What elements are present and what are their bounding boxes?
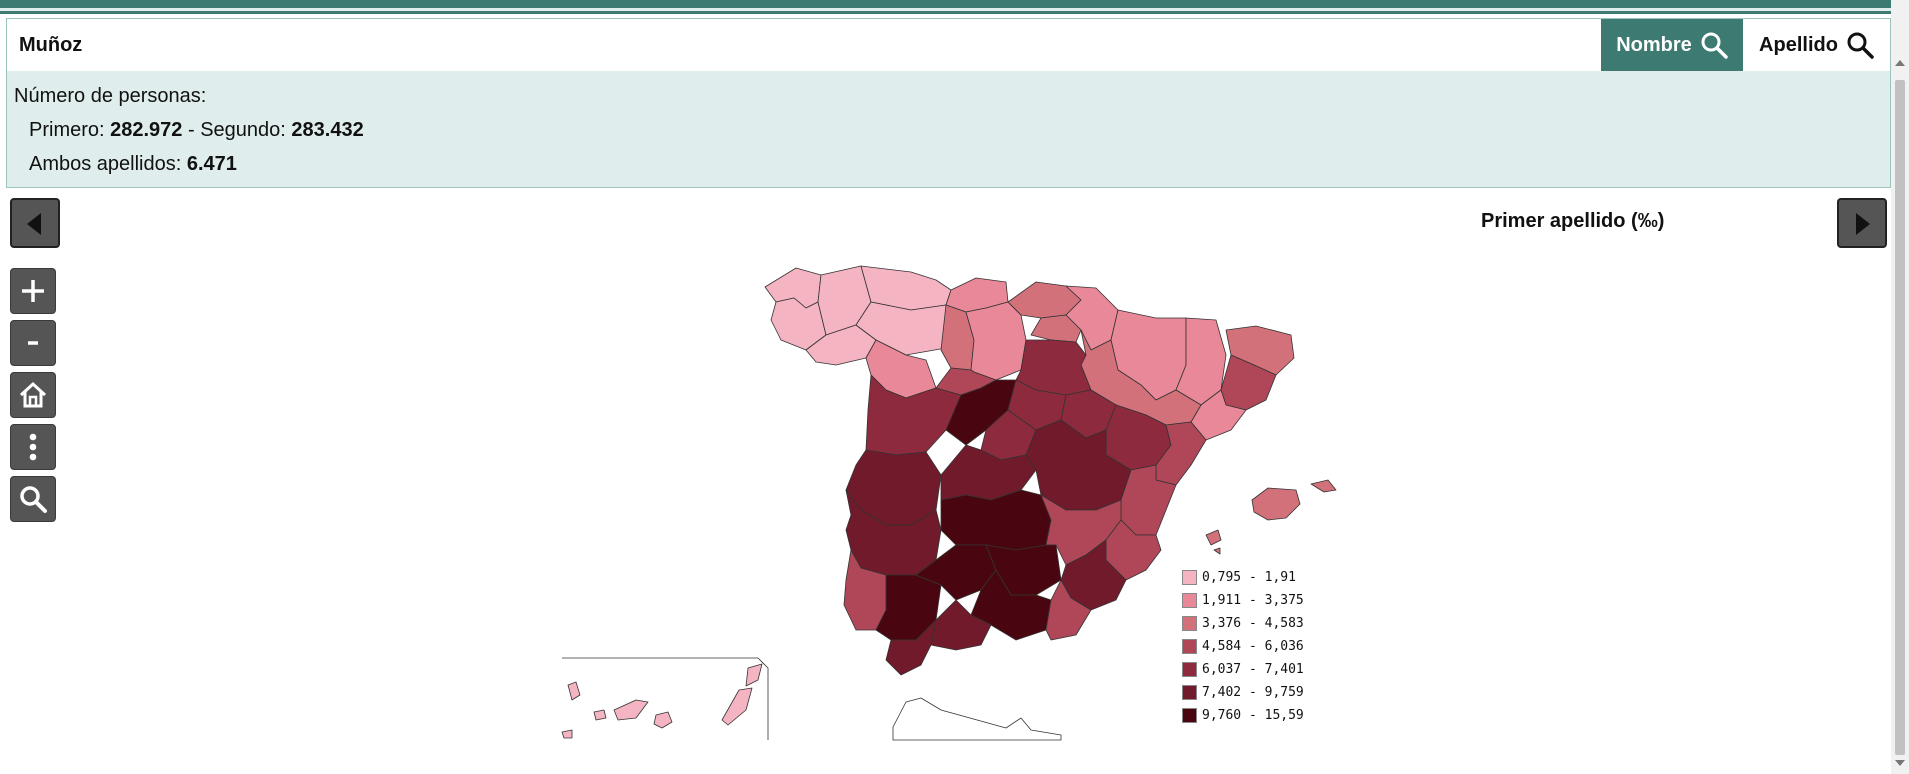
legend-label: 9,760 - 15,59 (1202, 708, 1304, 723)
legend-label: 4,584 - 6,036 (1202, 639, 1304, 654)
search-icon (1701, 32, 1728, 59)
ambos-label: Ambos apellidos: (29, 153, 187, 175)
legend-label: 7,402 - 9,759 (1202, 685, 1304, 700)
map-title: Primer apellido (‰) (1481, 210, 1665, 232)
region-formentera (1213, 547, 1221, 555)
region-cadiz (885, 619, 937, 676)
legend-swatch (1182, 708, 1197, 723)
map-legend: 0,795 - 1,91 1,911 - 3,375 3,376 - 4,583 4,… (1182, 566, 1304, 727)
canary-inset-frame (562, 657, 769, 740)
region-ibiza (1205, 529, 1222, 546)
legend-swatch (1182, 639, 1197, 654)
legend-item: 3,376 - 4,583 (1182, 612, 1304, 635)
region-canary-tenerife (613, 699, 649, 721)
search-icon (20, 486, 47, 513)
segundo-label: - Segundo: (182, 119, 292, 141)
more-options-button[interactable] (10, 424, 56, 470)
region-canary-fuerteventura (721, 687, 753, 726)
region-canary-grancanaria (653, 711, 673, 729)
map-search-button[interactable] (10, 476, 56, 522)
scroll-down-arrow-icon[interactable] (1895, 760, 1905, 766)
legend-swatch (1182, 662, 1197, 677)
region-menorca (1310, 479, 1337, 493)
legend-item: 4,584 - 6,036 (1182, 635, 1304, 658)
spain-choropleth-map[interactable] (6, 190, 1891, 774)
scroll-up-arrow-icon[interactable] (1895, 60, 1905, 66)
legend-item: 7,402 - 9,759 (1182, 681, 1304, 704)
legend-item: 9,760 - 15,59 (1182, 704, 1304, 727)
ambos-value: 6.471 (186, 153, 237, 175)
region-canary-lanzarote (745, 663, 763, 687)
region-north-africa-outline (892, 697, 1062, 741)
nombre-label: Nombre (1616, 33, 1692, 56)
legend-item: 6,037 - 7,401 (1182, 658, 1304, 681)
legend-swatch (1182, 616, 1197, 631)
previous-map-button[interactable] (10, 198, 60, 248)
more-vertical-icon (29, 433, 37, 461)
minus-icon (28, 341, 38, 345)
next-map-button[interactable] (1837, 198, 1887, 248)
home-button[interactable] (10, 372, 56, 418)
legend-label: 6,037 - 7,401 (1202, 662, 1304, 677)
plus-icon (22, 280, 44, 302)
search-by-surname-button[interactable]: Apellido (1743, 19, 1890, 71)
region-canary-gomera (593, 709, 607, 721)
map-viewport[interactable]: Primer apellido (‰) (6, 190, 1891, 774)
apellido-label: Apellido (1759, 33, 1838, 56)
legend-swatch (1182, 570, 1197, 585)
region-leon (855, 301, 947, 356)
region-ciudad-real (940, 489, 1052, 551)
legend-label: 3,376 - 4,583 (1202, 616, 1304, 631)
zoom-out-button[interactable] (10, 320, 56, 366)
segundo-value: 283.432 (291, 119, 364, 141)
home-icon (19, 381, 47, 408)
region-canary-hierro (561, 729, 573, 739)
search-icon (1847, 32, 1874, 59)
zoom-in-button[interactable] (10, 268, 56, 314)
region-canary-lapalma (567, 681, 581, 701)
vertical-scrollbar[interactable] (1891, 0, 1909, 774)
arrow-left-icon (27, 213, 41, 235)
both-surnames-count: Ambos apellidos: 6.471 (14, 147, 364, 181)
region-mallorca (1251, 487, 1301, 521)
search-by-name-button[interactable]: Nombre (1601, 19, 1743, 71)
search-row: Nombre Apellido (7, 19, 1890, 71)
arrow-right-icon (1856, 213, 1870, 235)
stats-heading: Número de personas: (14, 85, 207, 107)
region-malaga (930, 599, 992, 651)
primero-value: 282.972 (110, 119, 183, 141)
first-second-counts: Primero: 282.972 - Segundo: 283.432 (14, 113, 364, 147)
person-count-stats: Número de personas: Primero: 282.972 - S… (14, 79, 364, 181)
search-panel: Nombre Apellido Número de personas: Prim… (6, 18, 1891, 188)
primero-label: Primero: (29, 119, 111, 141)
legend-item: 1,911 - 3,375 (1182, 589, 1304, 612)
surname-search-input[interactable] (7, 19, 1601, 71)
region-burgos (965, 301, 1027, 381)
legend-label: 0,795 - 1,91 (1202, 570, 1296, 585)
legend-item: 0,795 - 1,91 (1182, 566, 1304, 589)
region-almeria (1045, 579, 1092, 641)
scroll-thumb[interactable] (1895, 80, 1905, 755)
top-banner (0, 0, 1909, 14)
legend-swatch (1182, 685, 1197, 700)
legend-label: 1,911 - 3,375 (1202, 593, 1304, 608)
legend-swatch (1182, 593, 1197, 608)
